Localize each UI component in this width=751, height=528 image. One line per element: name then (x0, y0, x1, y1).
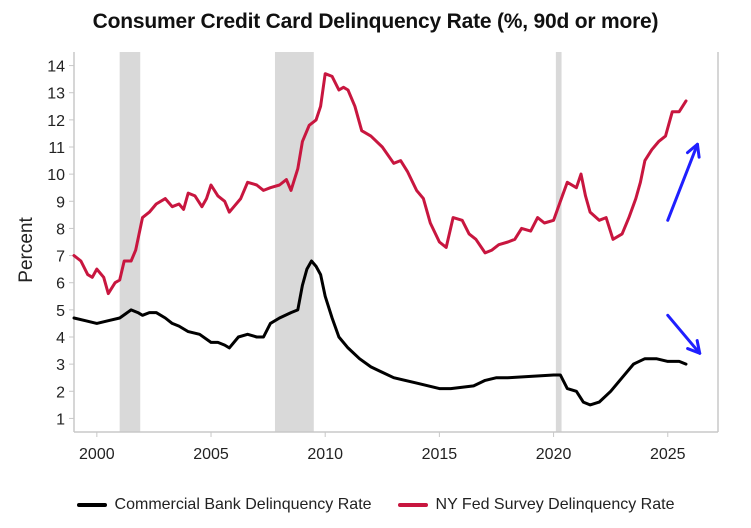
recession-band-2 (555, 52, 562, 432)
legend-swatch-nyfed (397, 503, 428, 507)
arrow-shaft-0 (666, 142, 699, 222)
y-tick-label-9: 9 (56, 194, 65, 211)
y-tick-label-10: 10 (47, 167, 65, 184)
y-tick-label-2: 2 (56, 384, 65, 401)
legend: Commercial Bank Delinquency Rate NY Fed … (0, 496, 751, 514)
y-tick-label-14: 14 (47, 59, 65, 76)
y-tick-label-12: 12 (47, 113, 65, 130)
x-tick-label-2010: 2010 (307, 446, 343, 463)
recession-shading (119, 52, 562, 432)
legend-item-nyfed: NY Fed Survey Delinquency Rate (397, 496, 675, 514)
recession-band-0 (119, 52, 141, 432)
y-axis-label: Percent (16, 217, 37, 283)
chart-title: Consumer Credit Card Delinquency Rate (%… (92, 10, 659, 33)
y-tick-label-4: 4 (56, 330, 65, 347)
series-lines (72, 72, 688, 407)
trend-arrows (666, 142, 702, 355)
y-tick-label-8: 8 (56, 221, 65, 238)
legend-swatch-commercial (76, 503, 107, 507)
legend-label-nyfed: NY Fed Survey Delinquency Rate (435, 496, 675, 513)
arrow-head-1 (686, 339, 702, 355)
y-tick-label-3: 3 (56, 357, 65, 374)
y-tick-label-6: 6 (56, 276, 65, 293)
x-tick-label-2005: 2005 (193, 446, 229, 463)
arrow-head-0 (685, 142, 701, 159)
x-tick-label-2000: 2000 (79, 446, 115, 463)
y-tick-label-5: 5 (56, 303, 65, 320)
x-tick-label-2015: 2015 (422, 446, 458, 463)
y-tick-label-1: 1 (56, 411, 65, 428)
arrow-shaft-1 (666, 313, 702, 355)
x-tick-label-2020: 2020 (536, 446, 572, 463)
y-tick-label-7: 7 (56, 249, 65, 266)
y-tick-label-13: 13 (47, 86, 65, 103)
recession-band-1 (274, 52, 314, 432)
legend-item-commercial: Commercial Bank Delinquency Rate (76, 496, 372, 514)
legend-label-commercial: Commercial Bank Delinquency Rate (114, 496, 372, 513)
series-line-ny-fed (72, 72, 688, 296)
y-tick-label-11: 11 (48, 140, 65, 157)
series-line-commercial-bank (72, 259, 688, 407)
x-tick-label-2025: 2025 (650, 446, 686, 463)
